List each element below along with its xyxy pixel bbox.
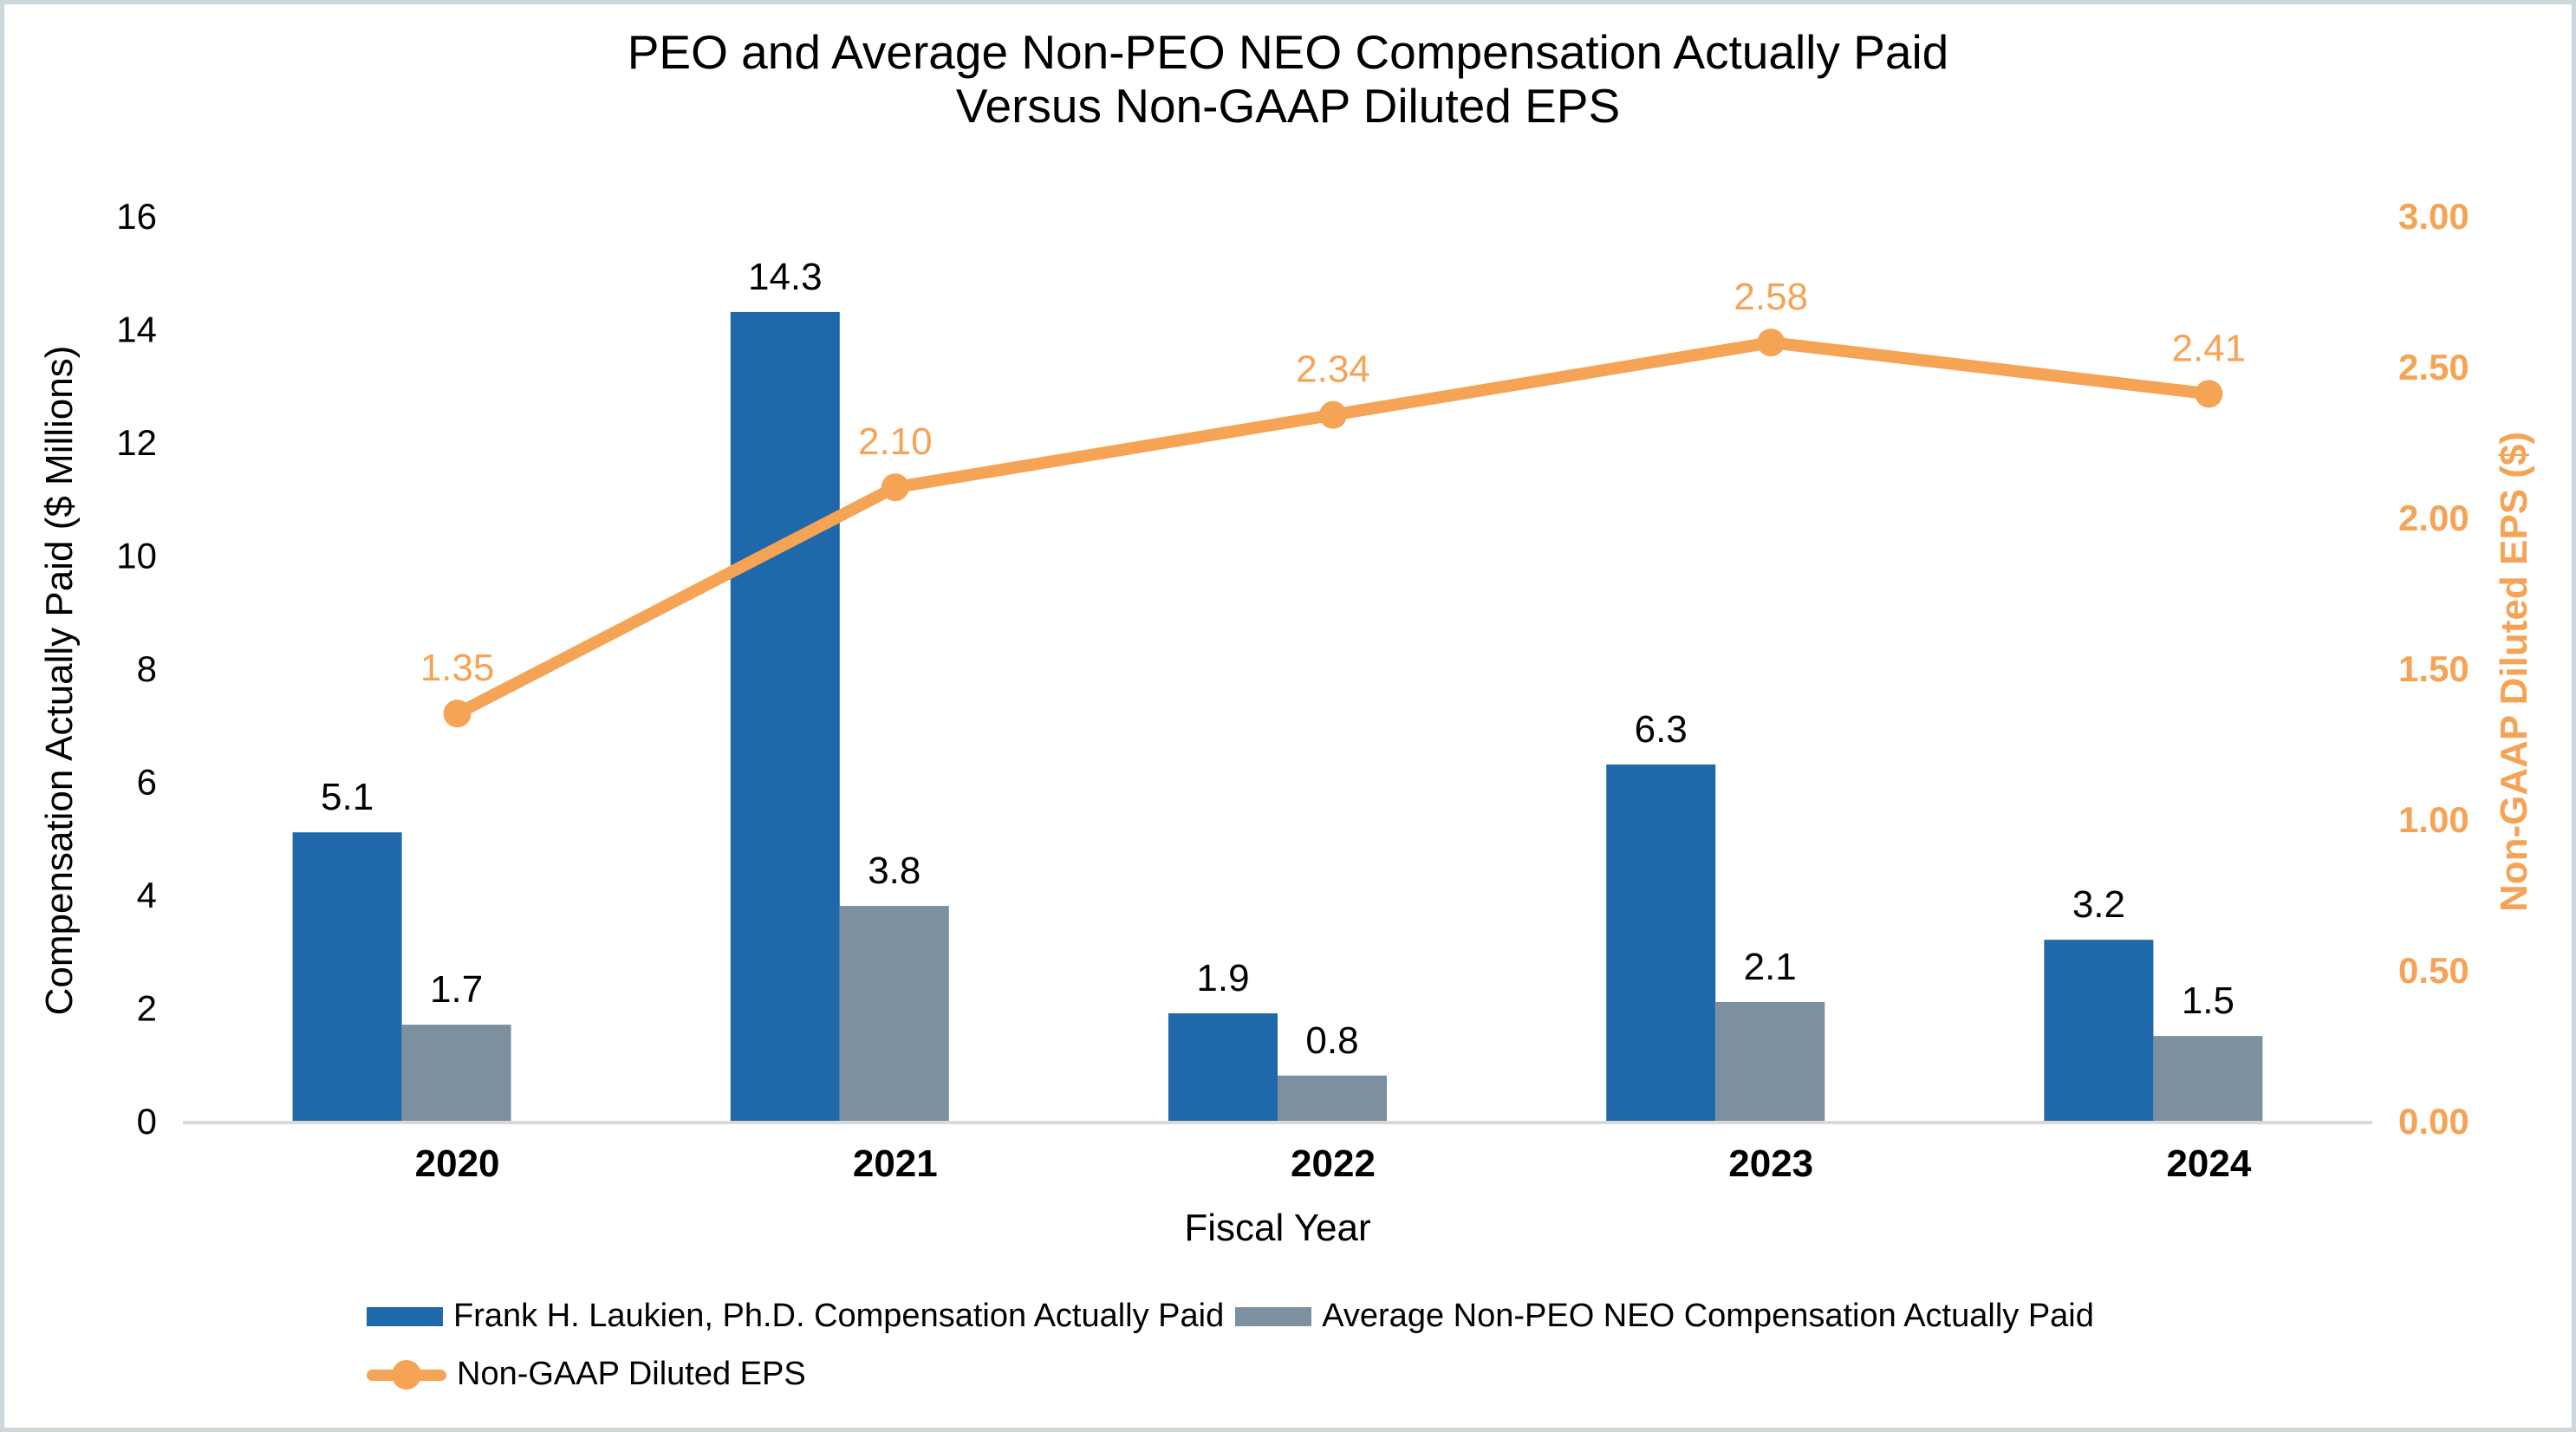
legend-label-peo: Frank H. Laukien, Ph.D. Compensation Act… <box>453 1298 1225 1334</box>
eps-point-2020 <box>443 700 472 728</box>
bar-peo-2024 <box>2044 940 2154 1121</box>
left-tick-2: 2 <box>137 988 157 1029</box>
bar-label-neo-2022: 0.8 <box>1305 1019 1358 1062</box>
legend-label-neo: Average Non-PEO NEO Compensation Actuall… <box>1322 1298 2094 1334</box>
bar-label-peo-2024: 3.2 <box>2072 883 2125 926</box>
eps-point-2022 <box>1319 400 1347 429</box>
legend-swatch-peo <box>367 1306 443 1326</box>
legend-line-marker-eps <box>367 1359 446 1390</box>
right-tick-2.00: 2.00 <box>2398 498 2469 538</box>
year-label-2021: 2021 <box>853 1142 938 1185</box>
bar-peo-2021 <box>730 311 840 1121</box>
right-tick-0.00: 0.00 <box>2398 1101 2469 1142</box>
left-tick-4: 4 <box>137 875 157 915</box>
bar-label-neo-2020: 1.7 <box>430 968 483 1011</box>
eps-label-2021: 2.10 <box>858 420 933 463</box>
legend-item-eps: Non-GAAP Diluted EPS <box>367 1356 806 1393</box>
chart-title: PEO and Average Non-PEO NEO Compensation… <box>4 25 2572 133</box>
eps-point-2023 <box>1757 329 1786 357</box>
eps-label-2022: 2.34 <box>1296 348 1370 391</box>
legend-row-2: Non-GAAP Diluted EPS <box>367 1356 2094 1393</box>
eps-point-2024 <box>2195 380 2223 408</box>
legend-item-neo: Average Non-PEO NEO Compensation Actuall… <box>1235 1298 2094 1335</box>
right-tick-0.50: 0.50 <box>2398 950 2469 991</box>
legend-row-1: Frank H. Laukien, Ph.D. Compensation Act… <box>367 1298 2094 1335</box>
eps-point-2021 <box>881 473 909 502</box>
x-axis-title: Fiscal Year <box>1184 1207 1371 1249</box>
bar-label-neo-2023: 2.1 <box>1744 946 1797 988</box>
year-label-2023: 2023 <box>1728 1142 1813 1185</box>
left-tick-0: 0 <box>137 1101 157 1142</box>
eps-label-2020: 1.35 <box>420 647 495 689</box>
left-tick-14: 14 <box>116 309 157 350</box>
left-tick-10: 10 <box>116 536 157 576</box>
year-label-2022: 2022 <box>1291 1142 1376 1185</box>
bar-label-neo-2024: 1.5 <box>2182 980 2234 1022</box>
bar-label-peo-2022: 1.9 <box>1196 957 1249 999</box>
left-tick-8: 8 <box>137 648 157 689</box>
year-label-2024: 2024 <box>2166 1142 2251 1185</box>
legend-eps-dot-icon <box>392 1359 421 1390</box>
bar-label-peo-2021: 14.3 <box>748 256 823 298</box>
chart-title-line1: PEO and Average Non-PEO NEO Compensation… <box>627 25 1949 79</box>
legend-item-peo: Frank H. Laukien, Ph.D. Compensation Act… <box>367 1298 1224 1335</box>
bar-neo-2022 <box>1278 1075 1387 1121</box>
bar-neo-2024 <box>2153 1036 2263 1121</box>
bar-peo-2023 <box>1606 764 1716 1121</box>
right-tick-1.50: 1.50 <box>2398 648 2469 689</box>
right-tick-1.00: 1.00 <box>2398 799 2469 840</box>
eps-line <box>451 336 2215 720</box>
legend: Frank H. Laukien, Ph.D. Compensation Act… <box>367 1298 2094 1393</box>
right-tick-3.00: 3.00 <box>2398 196 2469 237</box>
bar-neo-2023 <box>1715 1001 1825 1121</box>
bar-label-peo-2020: 5.1 <box>321 776 374 818</box>
left-tick-16: 16 <box>116 196 157 237</box>
left-tick-6: 6 <box>137 762 157 803</box>
bar-neo-2020 <box>401 1025 511 1121</box>
legend-swatch-neo <box>1235 1306 1312 1326</box>
bar-label-peo-2023: 6.3 <box>1635 708 1688 751</box>
left-tick-12: 12 <box>116 422 157 463</box>
year-label-2020: 2020 <box>415 1142 500 1185</box>
bar-peo-2022 <box>1168 1013 1278 1121</box>
right-tick-2.50: 2.50 <box>2398 347 2469 387</box>
eps-label-2023: 2.58 <box>1734 276 1808 318</box>
legend-label-eps: Non-GAAP Diluted EPS <box>457 1356 806 1392</box>
chart-title-line2: Versus Non-GAAP Diluted EPS <box>955 79 1621 133</box>
bar-neo-2021 <box>839 906 949 1121</box>
eps-label-2024: 2.41 <box>2172 327 2247 369</box>
bar-label-neo-2021: 3.8 <box>868 849 920 892</box>
bar-peo-2020 <box>292 832 402 1121</box>
plot-area: 5.1 14.3 1.9 6.3 3.2 1.7 3.8 0.8 2.1 1.5 1.35 2.10 2… <box>116 196 2469 1185</box>
